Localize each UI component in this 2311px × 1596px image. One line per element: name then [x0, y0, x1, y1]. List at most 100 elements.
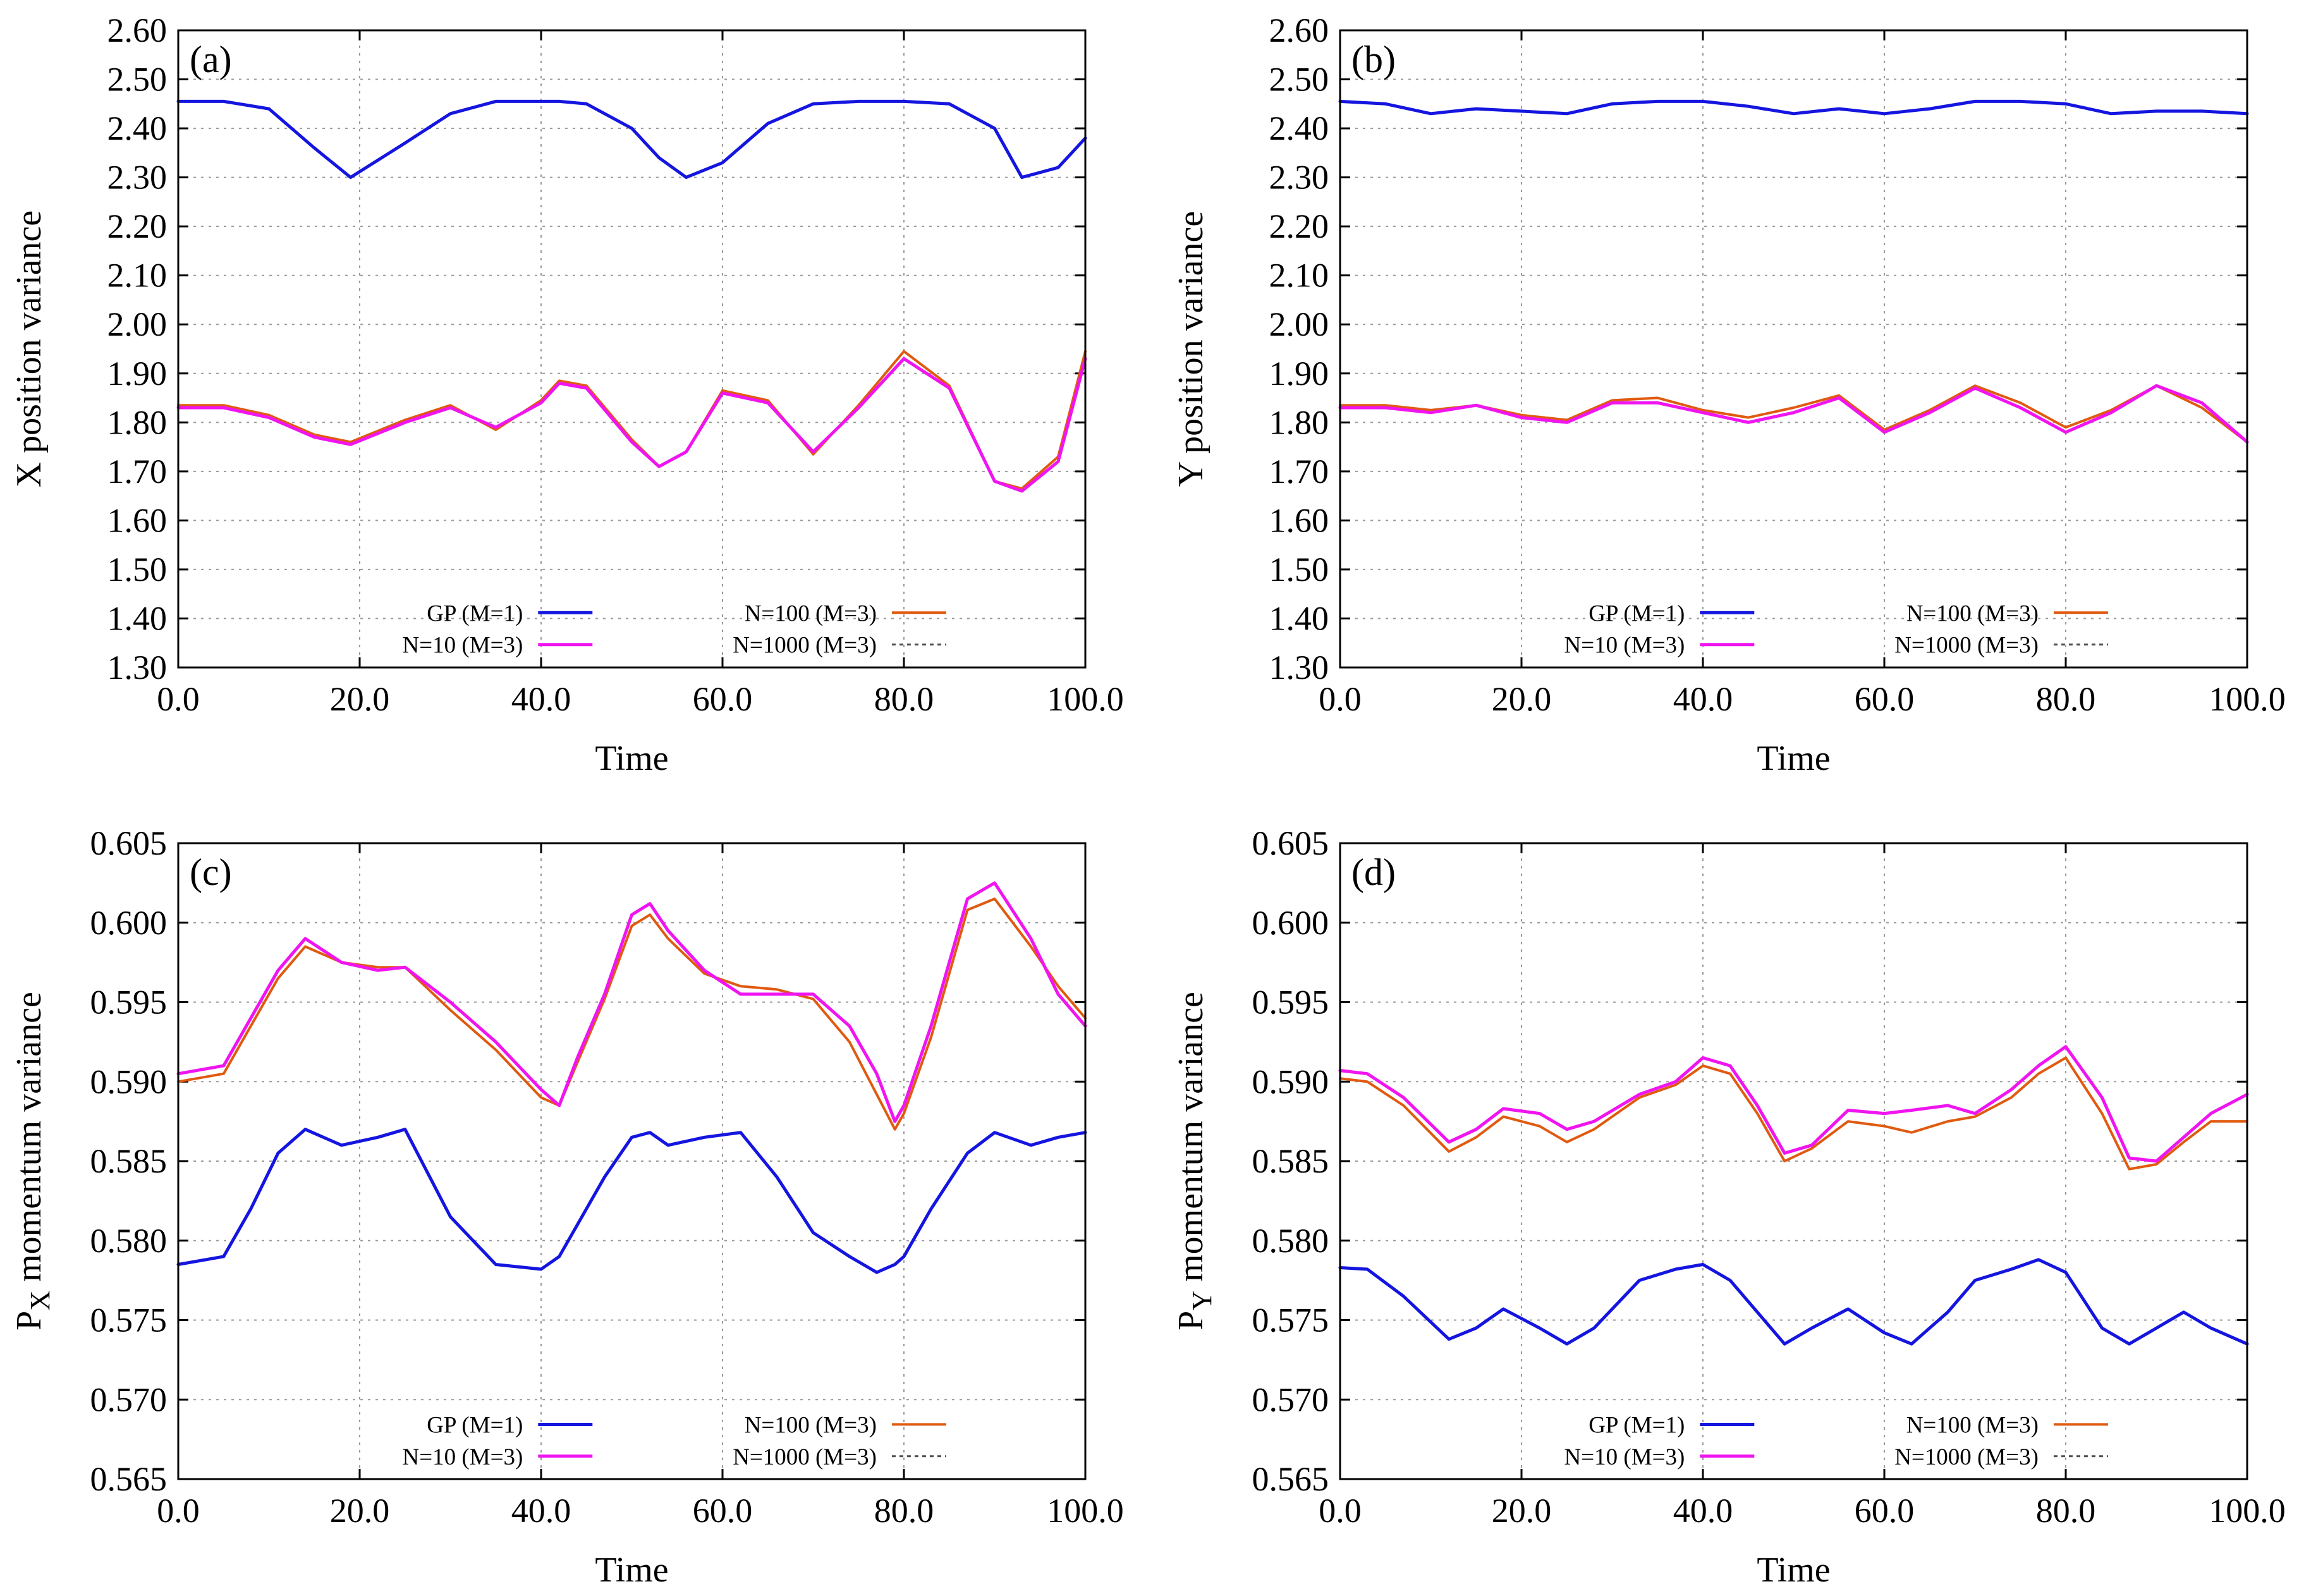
y-tick-label: 2.10	[1269, 257, 1329, 295]
legend-label: N=100 (M=3)	[745, 600, 877, 626]
legend-label: N=1000 (M=3)	[1894, 1444, 2039, 1470]
legend-label: GP (M=1)	[1588, 600, 1685, 626]
x-tick-label: 40.0	[511, 680, 571, 718]
x-tick-label: 0.0	[157, 1492, 200, 1530]
x-axis-label: Time	[1757, 1550, 1830, 1590]
x-tick-label: 40.0	[1673, 680, 1733, 718]
legend-label: GP (M=1)	[427, 600, 523, 626]
y-tick-label: 0.565	[1252, 1460, 1329, 1498]
y-tick-label: 0.575	[90, 1301, 168, 1339]
panel-3: 0.0 20.0 40.0 60.0 80.0 100.0 0.565 0.570 0.575 0…	[1171, 824, 2286, 1590]
legend-label: N=100 (M=3)	[1906, 600, 2039, 626]
series-line-gp	[176, 1128, 1087, 1274]
y-tick-label: 0.595	[1252, 984, 1329, 1021]
panel-label: (d)	[1351, 851, 1396, 893]
x-tick-label: 20.0	[1492, 1492, 1552, 1530]
x-tick-label: 80.0	[874, 680, 934, 718]
y-tick-label: 0.590	[90, 1063, 168, 1100]
x-tick-label: 0.0	[1319, 680, 1362, 718]
y-tick-label: 1.40	[1269, 599, 1329, 637]
y-tick-label: 2.60	[107, 11, 168, 49]
x-tick-label: 100.0	[2209, 1492, 2286, 1530]
legend-label: GP (M=1)	[427, 1412, 523, 1438]
panel-1: 0.0 20.0 40.0 60.0 80.0 100.0 1.30 1.40 1.50 1.60…	[1171, 11, 2286, 778]
legend-label: N=1000 (M=3)	[1894, 633, 2039, 659]
y-tick-label: 1.70	[107, 453, 168, 490]
legend-label: N=10 (M=3)	[1564, 633, 1685, 659]
y-axis-label: Y position variance	[1171, 211, 1210, 487]
x-tick-label: 100.0	[1047, 680, 1124, 718]
series-line-n1000	[177, 898, 1087, 1131]
plot-frame	[1339, 842, 2248, 1480]
y-tick-label: 1.60	[1269, 501, 1329, 539]
legend-label: N=10 (M=3)	[1564, 1444, 1685, 1470]
y-tick-label: 2.30	[1269, 159, 1329, 197]
y-axis-label: PX momentum variance	[9, 992, 56, 1331]
y-tick-label: 2.50	[1269, 61, 1329, 99]
y-tick-label: 1.90	[107, 355, 168, 393]
panel-2: 0.0 20.0 40.0 60.0 80.0 100.0 0.565 0.570 0.575 0…	[9, 824, 1124, 1590]
y-tick-label: 2.00	[107, 305, 168, 343]
plot-frame	[177, 842, 1087, 1480]
series-line-gp	[1338, 99, 2249, 116]
x-tick-label: 80.0	[874, 1492, 934, 1530]
x-tick-label: 100.0	[2209, 680, 2286, 718]
y-tick-label: 0.585	[90, 1142, 168, 1180]
y-tick-label: 2.50	[107, 61, 168, 99]
series-line-gp	[176, 99, 1087, 180]
y-tick-label: 0.580	[1252, 1222, 1329, 1260]
series-line-n10	[176, 357, 1087, 493]
legend-label: N=100 (M=3)	[1906, 1412, 2039, 1438]
y-tick-label: 0.580	[90, 1222, 168, 1260]
y-tick-label: 1.80	[1269, 403, 1329, 441]
y-tick-label: 1.60	[107, 501, 168, 539]
x-axis-label: Time	[595, 739, 668, 778]
x-tick-label: 40.0	[1673, 1492, 1733, 1530]
y-tick-label: 1.40	[107, 599, 168, 637]
series-line-gp	[1338, 1258, 2249, 1346]
legend-label: N=1000 (M=3)	[733, 1444, 877, 1470]
y-tick-label: 0.570	[90, 1380, 168, 1418]
y-tick-label: 2.60	[1269, 11, 1329, 49]
y-tick-label: 2.10	[107, 257, 168, 295]
y-tick-label: 0.600	[1252, 904, 1329, 942]
y-tick-label: 1.50	[107, 551, 168, 588]
series-line-n100	[177, 898, 1087, 1131]
x-axis-label: Time	[595, 1550, 668, 1590]
y-tick-label: 0.565	[90, 1460, 168, 1498]
y-tick-label: 0.585	[1252, 1142, 1329, 1180]
y-tick-label: 1.30	[107, 649, 168, 686]
panel-0: 0.0 20.0 40.0 60.0 80.0 100.0 1.30 1.40 1.50 1.60…	[9, 11, 1124, 778]
x-tick-label: 40.0	[511, 1492, 571, 1530]
series-line-n1000	[1339, 1057, 2248, 1171]
x-tick-label: 60.0	[1855, 1492, 1915, 1530]
y-tick-label: 0.605	[90, 824, 168, 862]
y-tick-label: 2.20	[1269, 207, 1329, 245]
x-tick-label: 60.0	[693, 1492, 753, 1530]
panel-label: (c)	[190, 851, 232, 893]
y-tick-label: 1.50	[1269, 551, 1329, 588]
y-tick-label: 2.30	[107, 159, 168, 197]
y-tick-label: 2.40	[1269, 109, 1329, 147]
series-line-n10	[176, 881, 1087, 1123]
legend-label: N=100 (M=3)	[745, 1412, 877, 1438]
y-tick-label: 0.605	[1252, 824, 1329, 862]
x-tick-label: 0.0	[1319, 1492, 1362, 1530]
legend-label: N=10 (M=3)	[403, 633, 523, 659]
x-tick-label: 60.0	[693, 680, 753, 718]
y-axis-label: X position variance	[9, 210, 49, 488]
plot-frame	[1339, 29, 2248, 669]
y-tick-label: 1.30	[1269, 649, 1329, 686]
panel-label: (a)	[190, 39, 232, 80]
series-line-n10	[1338, 1045, 2249, 1163]
x-tick-label: 20.0	[330, 1492, 390, 1530]
series-line-n100	[177, 350, 1087, 490]
y-tick-label: 0.590	[1252, 1063, 1329, 1100]
y-tick-label: 0.600	[90, 904, 168, 942]
x-tick-label: 100.0	[1047, 1492, 1124, 1530]
panel-label: (b)	[1351, 39, 1396, 80]
x-axis-label: Time	[1757, 739, 1830, 778]
plot-frame	[177, 29, 1087, 669]
y-tick-label: 2.00	[1269, 305, 1329, 343]
